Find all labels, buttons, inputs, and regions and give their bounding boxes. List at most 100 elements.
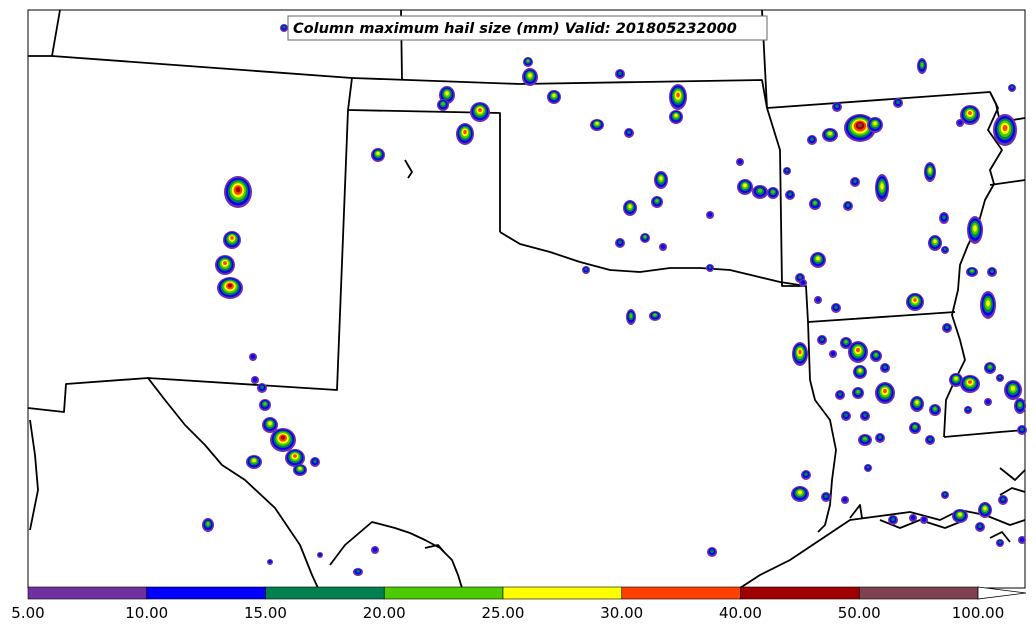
hail-contour <box>910 515 916 520</box>
colorbar-tick-label: 40.00 <box>719 604 762 622</box>
hail-contour <box>846 203 850 208</box>
boundary-line <box>499 231 807 287</box>
colorbar-bin <box>740 586 860 600</box>
boundary-line <box>766 107 811 381</box>
hail-contour <box>856 390 860 394</box>
hail-contour <box>618 240 622 245</box>
boundary-line <box>147 77 353 391</box>
hail-contour <box>463 129 467 135</box>
hail-contour <box>983 506 987 511</box>
hail-contour <box>858 368 862 373</box>
hail-contour <box>943 247 947 251</box>
hail-contour <box>798 349 802 355</box>
boundary-line <box>27 377 149 413</box>
colorbar-tick-label: 25.00 <box>482 604 525 622</box>
hail-contour <box>913 298 917 302</box>
hail-contour <box>674 113 678 118</box>
hail-contour <box>853 179 857 184</box>
hail-contour <box>441 102 445 106</box>
hail-contour <box>878 435 882 440</box>
boundary-line <box>29 419 39 531</box>
hail-contour <box>828 131 832 136</box>
hail-contour <box>318 552 322 557</box>
hail-contour <box>998 540 1002 544</box>
hail-contour <box>815 297 821 302</box>
hail-contour <box>842 497 848 502</box>
hail-contour <box>356 569 360 573</box>
hail-contour <box>866 465 870 469</box>
map-border <box>27 9 1026 589</box>
hail-contour <box>282 25 286 29</box>
hail-contour <box>1019 537 1025 542</box>
hail-contour <box>968 111 972 115</box>
boundary-line <box>989 179 1026 186</box>
hail-contour <box>252 458 256 463</box>
hail-contour <box>659 176 663 181</box>
colorbar-tick-label: 50.00 <box>838 604 881 622</box>
hail-contour <box>528 73 532 78</box>
hail-contour <box>785 168 789 172</box>
hail-contour <box>933 239 937 244</box>
hail-contour <box>376 151 380 156</box>
hail-contour <box>943 492 947 496</box>
boundary-line <box>347 109 501 232</box>
hail-contour <box>945 325 949 330</box>
hail-contour <box>835 104 839 109</box>
boundary-line <box>809 379 837 533</box>
hail-contour <box>838 392 842 397</box>
hail-contour <box>810 137 814 142</box>
hail-contour <box>998 375 1002 379</box>
hail-contour <box>268 559 272 564</box>
hail-contour <box>970 269 974 273</box>
hail-contour <box>921 517 927 522</box>
hail-contour <box>628 204 632 209</box>
hail-contour <box>552 93 556 98</box>
hail-contour <box>1010 386 1016 391</box>
hail-contour <box>896 100 900 105</box>
hail-contour <box>655 199 659 203</box>
hail-contour <box>227 283 233 288</box>
hail-contour <box>883 365 887 370</box>
hail-contour <box>800 280 806 285</box>
hail-contour <box>708 265 712 269</box>
colorbar-tick-label: 15.00 <box>244 604 287 622</box>
hail-contour <box>206 521 210 526</box>
hail-contour <box>988 365 992 369</box>
hail-contour <box>798 275 802 280</box>
boundary-line <box>943 429 1026 438</box>
hail-contour <box>844 413 848 418</box>
hail-contour <box>223 261 227 265</box>
hail-contour <box>820 337 824 342</box>
hail-contour <box>874 353 878 357</box>
hail-contour <box>968 380 972 384</box>
hail-contour <box>313 459 317 464</box>
hail-contour <box>973 225 977 232</box>
hail-contour <box>830 351 836 356</box>
hail-contour <box>280 435 286 440</box>
hail-contour <box>804 472 808 477</box>
colorbar-tick-label: 10.00 <box>125 604 168 622</box>
hail-contour <box>263 402 267 406</box>
hail-contour <box>372 547 378 552</box>
hail-contour <box>933 407 937 411</box>
colorbar-tick-label: 30.00 <box>600 604 643 622</box>
colorbar-bin <box>265 586 385 600</box>
hail-contour <box>856 347 860 353</box>
colorbar-bin <box>383 586 504 600</box>
hail-contour <box>595 122 599 125</box>
hail-contour <box>1010 85 1014 89</box>
hail-contour <box>978 524 982 529</box>
boundary-line <box>329 521 463 589</box>
hail-contour <box>857 123 863 128</box>
hail-contour <box>920 62 924 68</box>
hail-contour <box>235 186 241 193</box>
colorbar-extend-arrow <box>977 586 1027 600</box>
hail-contour <box>844 340 848 344</box>
hail-contour <box>913 425 917 429</box>
hail-contour <box>252 377 258 382</box>
hail-contour <box>954 376 958 381</box>
hail-contour <box>928 168 932 173</box>
hail-contour <box>676 92 680 98</box>
hail-contour <box>743 183 747 188</box>
